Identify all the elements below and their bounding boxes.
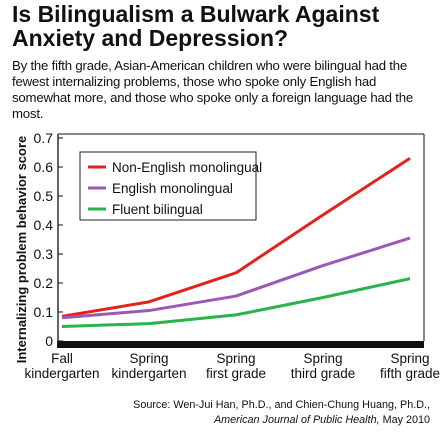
source-date: May 2010	[379, 414, 430, 426]
y-tick-label: 0.1	[34, 304, 54, 320]
series-line-0	[61, 157, 411, 318]
x-axis-bar	[57, 341, 424, 348]
x-tick-label: Spring fifth grade	[380, 351, 440, 381]
x-tick-label-line: first grade	[206, 366, 266, 381]
y-tick-label: 0.4	[34, 217, 54, 233]
legend: Non-English monolingual English monolingu…	[79, 151, 262, 221]
chart-subtitle: By the fifth grade, Asian-American child…	[12, 58, 414, 121]
y-tick-label: 0.3	[34, 246, 54, 262]
axes: 0 0.1 0.2 0.3 0.4 0.5 0.6 0.7 Internalizing prob…	[14, 130, 440, 381]
series-lines	[61, 157, 411, 328]
series-line-1	[61, 236, 411, 320]
source-citation: American Journal of Public Health, May 2…	[133, 413, 430, 428]
x-tick-label-line: Spring	[129, 351, 168, 366]
x-tick-label-line: Spring	[390, 351, 429, 366]
x-tick-label-line: Fall	[51, 351, 73, 366]
legend-box	[79, 151, 257, 221]
y-tick-label: 0.2	[34, 275, 54, 291]
chart-title: Is Bilingualism a Bulwark Against Anxiet…	[12, 1, 380, 51]
source-authors: Source: Wen-Jui Han, Ph.D., and Chien-Ch…	[133, 399, 430, 411]
x-tick-label-line: kindergarten	[111, 366, 186, 381]
x-tick-label-line: Spring	[303, 351, 342, 366]
y-tick-label: 0.7	[34, 130, 54, 146]
x-tick-label: Fall kindergarten	[24, 351, 99, 381]
x-tick-label-line: Spring	[216, 351, 255, 366]
source-journal: American Journal of Public Health,	[213, 414, 380, 426]
y-tick-label: 0.6	[34, 159, 54, 175]
y-tick-label: 0	[45, 333, 53, 349]
x-tick-label: Spring kindergarten	[111, 351, 186, 381]
legend-label: Fluent bilingual	[112, 202, 203, 217]
y-tick-label: 0.5	[34, 188, 54, 204]
y-axis-title: Internalizing problem behavior score	[14, 136, 29, 364]
x-tick-label-line: third grade	[291, 366, 356, 381]
series-line-2	[61, 277, 411, 328]
legend-label: Non-English monolingual	[112, 160, 262, 175]
x-tick-label-line: fifth grade	[380, 366, 440, 381]
source-note: Source: Wen-Jui Han, Ph.D., and Chien-Ch…	[133, 398, 430, 428]
legend-label: English monolingual	[112, 181, 233, 196]
x-tick-label-line: kindergarten	[24, 366, 99, 381]
x-tick-label: Spring first grade	[206, 351, 266, 381]
x-tick-label: Spring third grade	[291, 351, 356, 381]
